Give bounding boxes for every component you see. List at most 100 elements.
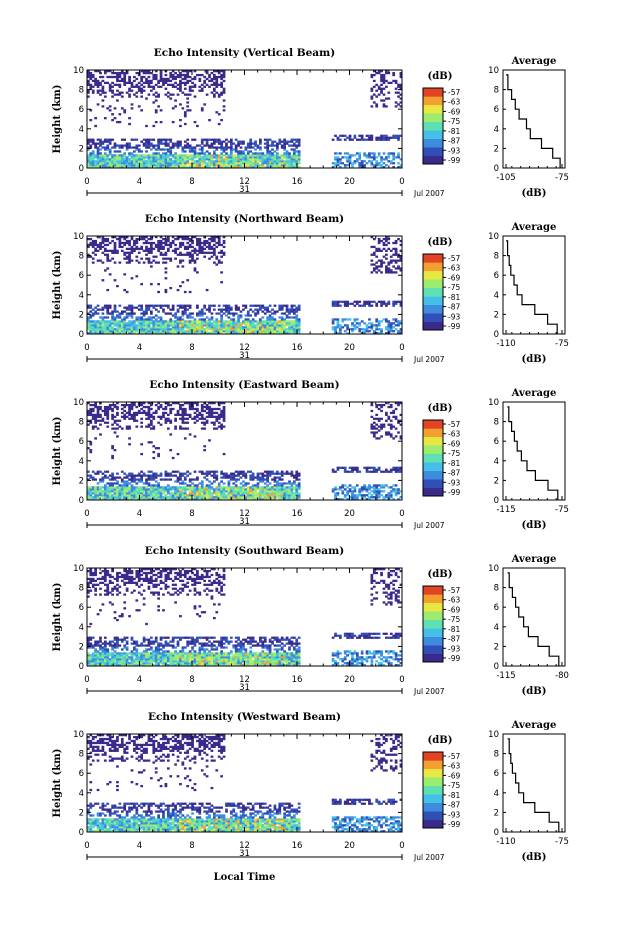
- echo-cell: [152, 101, 156, 104]
- echo-cell: [96, 91, 100, 94]
- echo-cell: [157, 402, 160, 405]
- echo-cell: [179, 245, 182, 249]
- echo-cell: [147, 488, 151, 491]
- echo-cell: [249, 144, 253, 147]
- echo-cell: [186, 402, 190, 405]
- echo-cell: [263, 496, 267, 499]
- echo-cell: [285, 150, 289, 153]
- echo-cell: [292, 152, 296, 155]
- echo-cell: [196, 144, 199, 147]
- echo-cell: [283, 322, 286, 325]
- echo-cell: [292, 312, 296, 315]
- echo-cell: [239, 322, 243, 325]
- echo-cell: [135, 496, 139, 499]
- echo-cell: [280, 156, 284, 159]
- echo-cell: [385, 320, 388, 323]
- echo-cell: [213, 164, 216, 167]
- echo-cell: [128, 492, 131, 495]
- echo-cell: [392, 247, 396, 251]
- echo-cell: [135, 160, 139, 163]
- echo-cell: [234, 164, 238, 167]
- echo-cell: [87, 411, 90, 415]
- echo-cell: [133, 324, 136, 327]
- echo-cell: [174, 160, 177, 163]
- echo-cell: [183, 324, 187, 327]
- echo-cell: [87, 324, 90, 327]
- echo-cell: [87, 478, 90, 481]
- echo-cell: [113, 245, 117, 249]
- echo-cell: [103, 160, 107, 163]
- echo-cell: [123, 156, 127, 159]
- echo-cell: [380, 300, 383, 303]
- echo-cell: [116, 490, 119, 493]
- echo-cell: [106, 330, 110, 333]
- echo-cell: [261, 498, 265, 501]
- echo-cell: [99, 490, 102, 493]
- echo-cell: [220, 140, 223, 143]
- echo-cell: [154, 111, 158, 114]
- x-tick-label: 0: [84, 343, 89, 353]
- echo-cell: [147, 407, 151, 411]
- echo-cell: [229, 494, 233, 497]
- echo-cell: [171, 474, 175, 477]
- echo-cell: [208, 166, 211, 169]
- echo-cell: [159, 328, 163, 331]
- echo-cell: [227, 496, 231, 499]
- echo-cell: [171, 320, 175, 323]
- echo-cell: [389, 326, 393, 329]
- echo-cell: [288, 160, 291, 163]
- echo-cell: [261, 326, 265, 329]
- echo-cell: [116, 93, 119, 96]
- echo-cell: [397, 237, 400, 241]
- echo-cell: [142, 164, 146, 167]
- echo-cell: [162, 498, 165, 501]
- echo-cell: [200, 140, 204, 143]
- echo-cell: [222, 164, 226, 167]
- echo-cell: [188, 89, 192, 92]
- echo-cell: [399, 83, 403, 86]
- echo-cell: [91, 490, 95, 493]
- echo-cell: [87, 402, 90, 405]
- echo-cell: [181, 70, 185, 73]
- echo-cell: [229, 496, 233, 499]
- echo-cell: [331, 322, 335, 325]
- echo-cell: [171, 164, 175, 167]
- echo-cell: [118, 154, 122, 157]
- echo-cell: [232, 154, 236, 157]
- echo-cell: [111, 482, 114, 485]
- echo-cell: [222, 109, 226, 112]
- echo-cell: [130, 492, 134, 495]
- echo-cell: [154, 472, 158, 475]
- echo-cell: [251, 166, 255, 169]
- echo-cell: [225, 476, 228, 479]
- echo-cell: [169, 158, 173, 161]
- echo-cell: [147, 306, 151, 309]
- echo-cell: [159, 241, 163, 245]
- echo-cell: [256, 482, 260, 485]
- panel-2: Echo Intensity (Eastward Beam)0246810Hei…: [52, 379, 569, 531]
- echo-cell: [242, 320, 245, 323]
- echo-cell: [135, 330, 139, 333]
- echo-cell: [292, 488, 296, 491]
- echo-cell: [159, 75, 163, 79]
- echo-cell: [101, 142, 105, 145]
- echo-cell: [215, 324, 219, 327]
- colorbar-swatch: [423, 113, 443, 122]
- echo-cell: [94, 488, 97, 491]
- echo-cell: [188, 93, 192, 96]
- echo-cell: [237, 490, 240, 493]
- echo-cell: [94, 403, 97, 407]
- echo-cell: [89, 490, 93, 493]
- echo-cell: [210, 247, 214, 251]
- echo-cell: [372, 468, 376, 471]
- echo-cell: [106, 237, 110, 241]
- echo-cell: [176, 236, 180, 239]
- echo-cell: [210, 156, 214, 159]
- echo-cell: [150, 488, 153, 491]
- echo-cell: [360, 138, 364, 141]
- echo-cell: [220, 308, 223, 311]
- echo-cell: [208, 326, 211, 329]
- echo-cell: [125, 488, 129, 491]
- echo-cell: [227, 486, 231, 489]
- echo-cell: [103, 162, 107, 165]
